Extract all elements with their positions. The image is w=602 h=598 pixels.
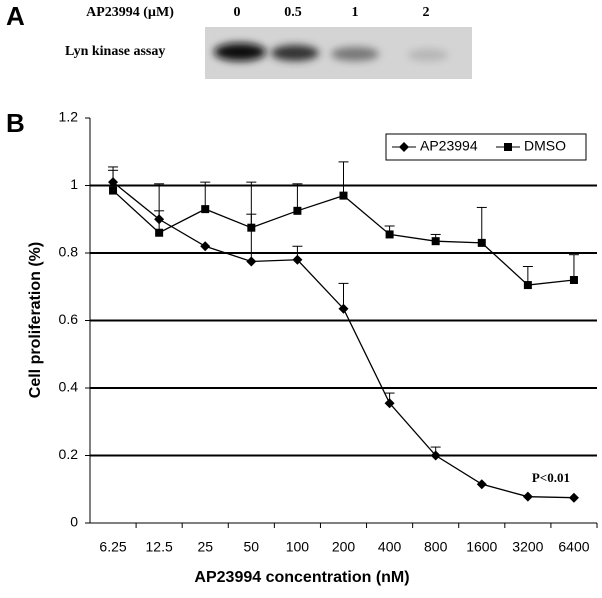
error-bar bbox=[568, 254, 579, 280]
x-tick-label: 100 bbox=[286, 539, 310, 555]
series-line bbox=[112, 181, 574, 499]
x-tick-label: 12.5 bbox=[146, 539, 173, 555]
lane-label: 1 bbox=[352, 5, 359, 20]
error-bar bbox=[200, 181, 211, 210]
marker bbox=[504, 143, 512, 151]
blot bbox=[205, 27, 472, 79]
marker bbox=[384, 398, 395, 409]
legend-label: AP23994 bbox=[420, 138, 478, 154]
marker bbox=[292, 254, 303, 265]
x-tick-label: 800 bbox=[424, 539, 448, 555]
error-bar bbox=[246, 181, 257, 228]
legend-box bbox=[385, 133, 587, 161]
y-tick-label: 1.2 bbox=[59, 109, 79, 125]
y-tick-label: 0 bbox=[70, 514, 78, 530]
y-tick-label: 1 bbox=[70, 176, 78, 192]
marker bbox=[155, 228, 164, 237]
marker bbox=[477, 238, 486, 247]
lane-label: 0 bbox=[234, 5, 241, 20]
y-tick-label: 0.8 bbox=[59, 244, 79, 260]
marker bbox=[200, 241, 211, 252]
marker bbox=[522, 491, 533, 502]
y-tick-label: 0.2 bbox=[59, 446, 79, 462]
x-tick-label: 400 bbox=[378, 539, 402, 555]
marker bbox=[385, 230, 394, 239]
band bbox=[331, 47, 379, 61]
marker bbox=[201, 205, 210, 214]
band bbox=[408, 49, 448, 61]
error-bar bbox=[292, 183, 303, 211]
marker bbox=[430, 450, 441, 461]
marker bbox=[431, 237, 440, 246]
x-tick-label: 6400 bbox=[558, 539, 589, 555]
y-tick-label: 0.4 bbox=[59, 379, 79, 395]
marker bbox=[339, 191, 348, 200]
marker bbox=[523, 281, 532, 290]
error-bar bbox=[154, 183, 165, 233]
x-tick-label: 6.25 bbox=[99, 539, 126, 555]
x-tick-label: 50 bbox=[244, 539, 260, 555]
x-tick-label: 1600 bbox=[466, 539, 497, 555]
x-tick-label: 3200 bbox=[512, 539, 543, 555]
y-axis-title: Cell proliferation (%) bbox=[27, 242, 44, 398]
row-label: Lyn kinase assay bbox=[65, 44, 165, 59]
marker bbox=[338, 303, 349, 314]
x-axis-title: AP23994 concentration (nM) bbox=[194, 569, 409, 586]
lane-label: 2 bbox=[423, 5, 430, 20]
marker bbox=[109, 186, 118, 195]
marker bbox=[568, 492, 579, 503]
marker bbox=[246, 256, 257, 267]
marker bbox=[569, 276, 578, 284]
panel-label: A bbox=[6, 1, 25, 31]
marker bbox=[293, 206, 302, 215]
panel-label: B bbox=[6, 108, 25, 138]
annotation: P<0.01 bbox=[532, 470, 570, 485]
marker bbox=[399, 142, 409, 152]
marker bbox=[476, 479, 487, 490]
x-tick-label: 200 bbox=[332, 539, 356, 555]
blot-header: AP23994 (µM) bbox=[86, 5, 174, 20]
y-tick-label: 0.6 bbox=[59, 311, 79, 327]
series-line bbox=[112, 190, 575, 286]
band bbox=[214, 43, 266, 61]
marker bbox=[247, 223, 256, 232]
error-bar bbox=[338, 161, 349, 196]
legend-label: DMSO bbox=[524, 138, 566, 154]
error-bar bbox=[476, 206, 487, 243]
lane-label: 0.5 bbox=[284, 5, 302, 20]
x-tick-label: 25 bbox=[197, 539, 213, 555]
band bbox=[271, 45, 319, 61]
